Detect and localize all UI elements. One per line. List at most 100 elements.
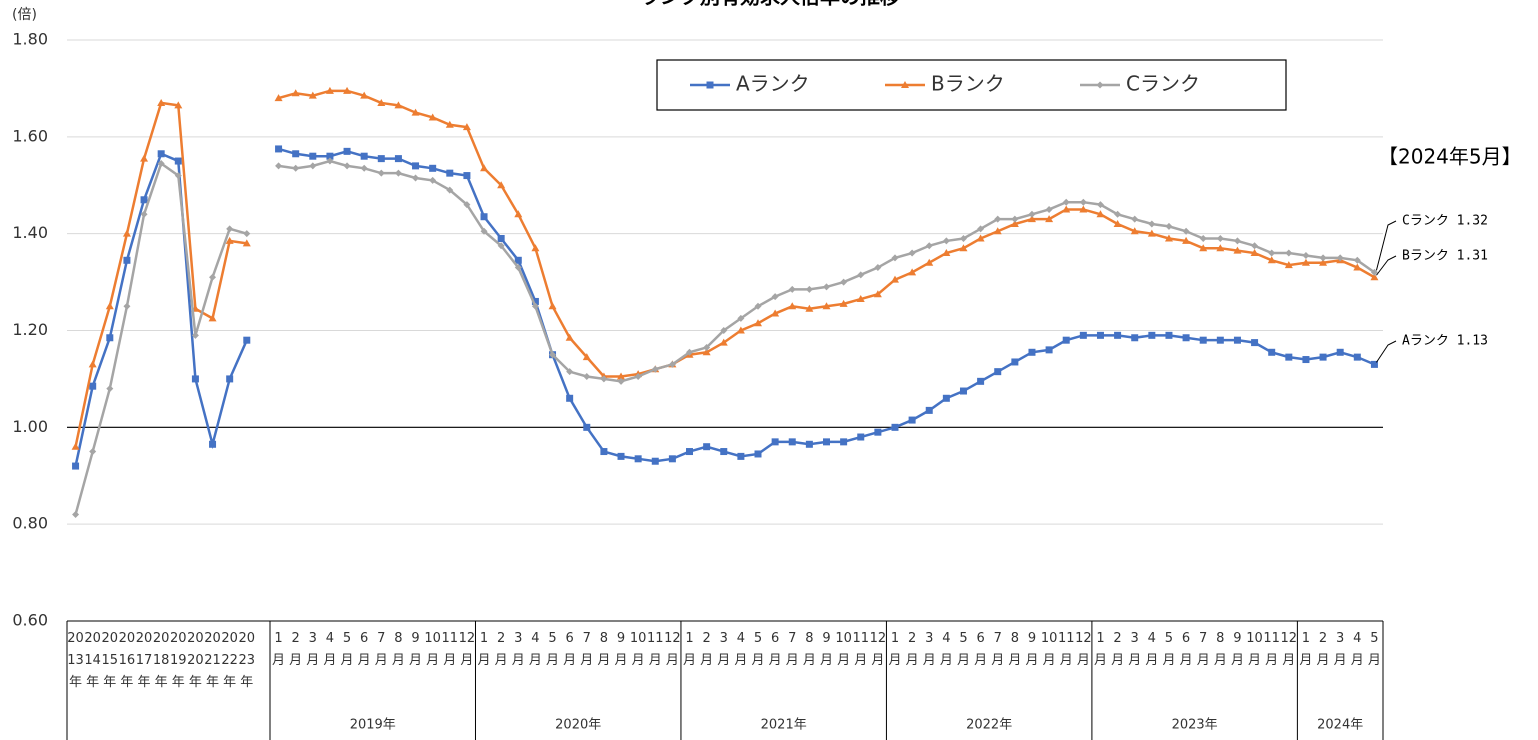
marker (463, 172, 471, 180)
x-tick-label: 1月 (272, 631, 286, 668)
annotation: Bランク 1.31 (1402, 249, 1488, 264)
marker (123, 256, 131, 264)
x-tick-label: 8月 (1008, 631, 1022, 668)
marker (292, 150, 300, 158)
x-tick-label-box: 12月 (1281, 631, 1298, 668)
marker (959, 387, 967, 395)
marker (1096, 210, 1105, 218)
marker (737, 314, 745, 322)
marker (617, 372, 626, 380)
marker (1165, 331, 1173, 339)
marker (1285, 353, 1293, 361)
y-unit: (倍) (12, 7, 37, 23)
marker (514, 210, 523, 218)
marker (377, 155, 385, 163)
x-tick-label: 1月 (683, 631, 697, 668)
marker (1114, 210, 1122, 218)
marker (823, 283, 830, 291)
marker (1011, 358, 1019, 366)
x-tick-label-box: 4月 (323, 631, 336, 668)
marker (617, 452, 625, 460)
marker (243, 336, 251, 344)
marker (873, 290, 882, 298)
marker (411, 108, 420, 116)
x-tick-label: 4月 (939, 631, 953, 668)
x-tick-label-box: 2019年 (170, 631, 187, 690)
x-tick-label: 6月 (563, 631, 577, 668)
marker (1062, 205, 1071, 213)
x-tick-label-box: 6月 (974, 631, 988, 668)
marker (105, 302, 114, 310)
x-tick-label: 2017年 (135, 631, 153, 690)
x-tick-label-box: 7月 (991, 631, 1005, 668)
x-tick-label: 11月 (852, 631, 869, 668)
marker (1079, 198, 1087, 206)
marker (1251, 242, 1259, 250)
x-tick-label: 12月 (664, 631, 681, 668)
marker (600, 448, 608, 456)
y-tick-label: 1.80 (12, 30, 48, 49)
marker (1267, 256, 1276, 264)
marker (209, 440, 217, 448)
x-tick-label-box: 2月 (1317, 631, 1330, 668)
marker (771, 293, 779, 301)
marker (292, 164, 300, 172)
marker (686, 448, 694, 456)
marker (89, 448, 97, 456)
marker (1251, 339, 1259, 347)
marker (309, 152, 317, 160)
x-tick-label: 1月 (888, 631, 902, 668)
x-tick-label: 9月 (409, 631, 423, 668)
x-tick-label-box: 10月 (1246, 631, 1263, 668)
x-tick-label-box: 2020年 (187, 631, 204, 690)
x-tick-label-box: 9月 (615, 631, 628, 668)
x-tick-label: 11月 (1263, 631, 1280, 668)
marker (377, 98, 386, 106)
marker (754, 319, 763, 327)
marker (1285, 249, 1293, 257)
annotation: Cランク 1.32 (1402, 214, 1488, 229)
marker (1319, 258, 1328, 266)
marker (840, 278, 848, 286)
marker (140, 210, 148, 218)
y-tick-label: 1.60 (12, 126, 48, 145)
marker (157, 98, 166, 106)
x-tick-label-box: 10月 (1041, 631, 1058, 668)
x-tick-label-box: 6月 (769, 631, 782, 668)
x-tick-label-box: 4月 (529, 631, 542, 668)
x-tick-label: 6月 (974, 631, 988, 668)
marker (1062, 336, 1070, 344)
x-tick-label-box: 9月 (409, 631, 423, 668)
marker (1113, 219, 1122, 227)
x-tick-label: 10月 (424, 631, 441, 668)
marker (1114, 331, 1122, 339)
marker (754, 450, 762, 458)
marker (874, 428, 882, 436)
x-tick-label-box: 4月 (939, 631, 953, 668)
marker (531, 244, 540, 252)
x-tick-label: 2月 (494, 631, 508, 668)
x-tick-label: 6月 (357, 631, 371, 668)
legend-box (656, 59, 1287, 111)
marker (901, 81, 909, 88)
x-tick-label: 3月 (511, 631, 525, 668)
x-tick-label: 9月 (819, 631, 833, 668)
marker (1028, 348, 1036, 356)
marker (1182, 236, 1191, 244)
marker (600, 375, 608, 383)
annotation: Aランク 1.13 (1402, 334, 1488, 349)
x-tick-label: 2020年 (187, 631, 204, 690)
marker (890, 275, 899, 283)
marker (1079, 205, 1088, 213)
x-tick-label: 3月 (306, 631, 320, 668)
marker (1199, 244, 1208, 252)
marker (942, 249, 951, 257)
marker (1096, 81, 1104, 89)
leader-line (1376, 340, 1397, 363)
marker (977, 225, 985, 233)
marker (243, 230, 251, 238)
x-tick-label-box: 10月 (630, 631, 647, 668)
marker (1233, 246, 1242, 254)
x-tick-label: 7月 (991, 631, 1005, 668)
marker (174, 172, 182, 180)
